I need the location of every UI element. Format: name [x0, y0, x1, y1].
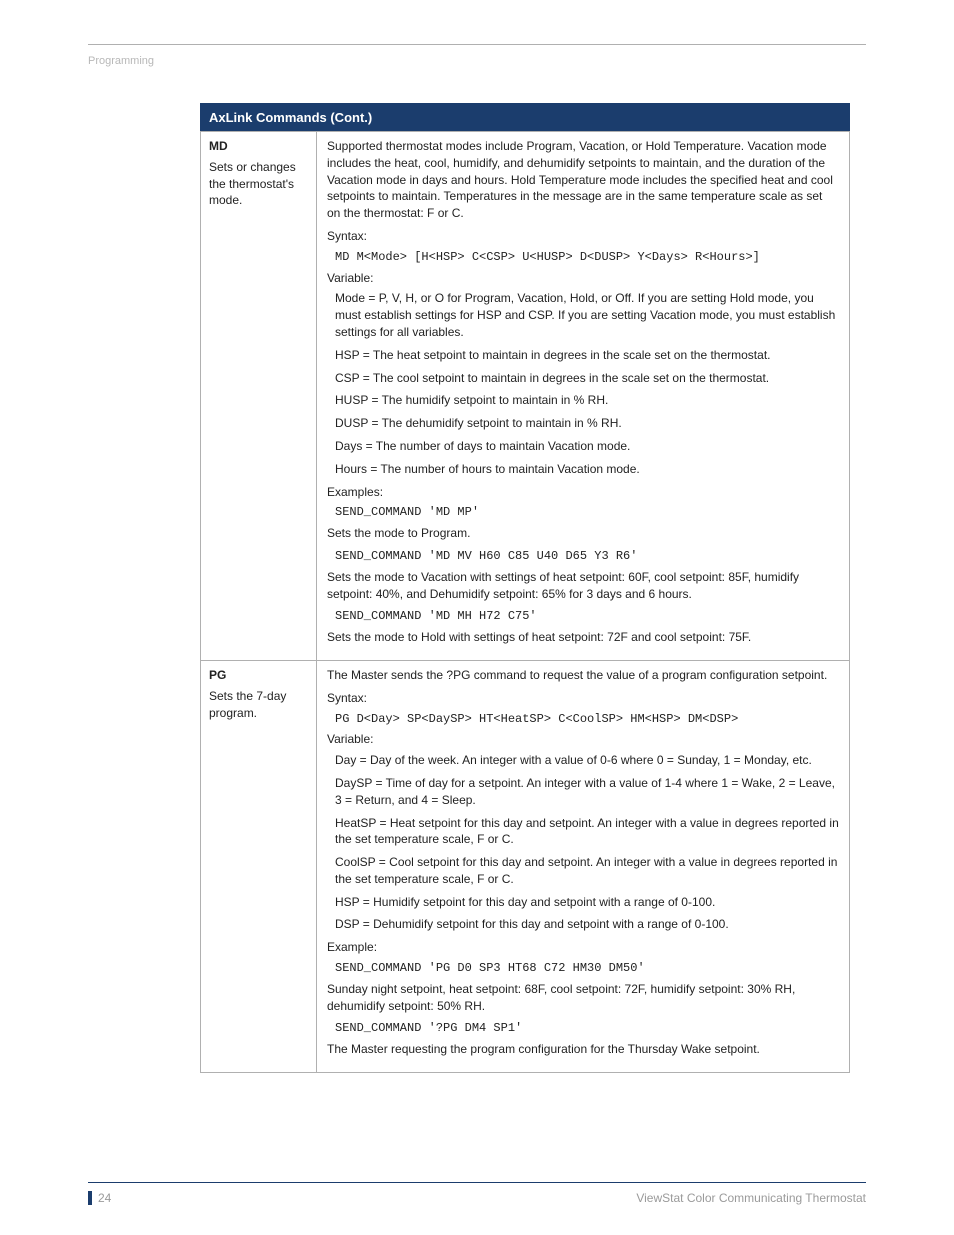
variable-item: Day = Day of the week. An integer with a… [335, 752, 839, 769]
intro-text: The Master sends the ?PG command to requ… [327, 667, 839, 684]
command-details: Supported thermostat modes include Progr… [317, 132, 850, 661]
variable-item: CSP = The cool setpoint to maintain in d… [335, 370, 839, 387]
table-title: AxLink Commands (Cont.) [201, 104, 850, 132]
page-footer: 24 ViewStat Color Communicating Thermost… [88, 1182, 866, 1205]
example-code: SEND_COMMAND 'MD MP' [335, 504, 839, 521]
example-text: Sets the mode to Hold with settings of h… [327, 629, 839, 646]
command-details: The Master sends the ?PG command to requ… [317, 660, 850, 1072]
section-header: Programming [88, 55, 866, 67]
variable-item: Mode = P, V, H, or O for Program, Vacati… [335, 290, 839, 340]
examples-label: Example: [327, 939, 839, 956]
example-text: The Master requesting the program config… [327, 1041, 839, 1058]
page: Programming AxLink Commands (Cont.) MD S… [0, 0, 954, 1235]
variable-label: Variable: [327, 270, 839, 287]
commands-table: AxLink Commands (Cont.) MD Sets or chang… [200, 103, 850, 1073]
variable-item: Hours = The number of hours to maintain … [335, 461, 839, 478]
variable-item: HSP = Humidify setpoint for this day and… [335, 894, 839, 911]
variable-item: DUSP = The dehumidify setpoint to mainta… [335, 415, 839, 432]
command-desc: Sets the 7-day program. [209, 688, 308, 722]
variable-item: HUSP = The humidify setpoint to maintain… [335, 392, 839, 409]
variable-item: HSP = The heat setpoint to maintain in d… [335, 347, 839, 364]
page-number-bar [88, 1191, 92, 1205]
variable-list: Day = Day of the week. An integer with a… [335, 752, 839, 933]
example-code: SEND_COMMAND 'MD MH H72 C75' [335, 608, 839, 625]
examples-label: Examples: [327, 484, 839, 501]
example-text: Sets the mode to Vacation with settings … [327, 569, 839, 603]
footer-doc-title: ViewStat Color Communicating Thermostat [636, 1191, 866, 1205]
command-name: PG [209, 667, 308, 684]
table-row: MD Sets or changes the thermostat's mode… [201, 132, 850, 661]
example-text: Sets the mode to Program. [327, 525, 839, 542]
variable-item: DSP = Dehumidify setpoint for this day a… [335, 916, 839, 933]
example-code: SEND_COMMAND '?PG DM4 SP1' [335, 1020, 839, 1037]
variable-item: DaySP = Time of day for a setpoint. An i… [335, 775, 839, 809]
command-name: MD [209, 138, 308, 155]
syntax-label: Syntax: [327, 228, 839, 245]
page-number: 24 [98, 1191, 111, 1205]
page-number-wrap: 24 [88, 1191, 111, 1205]
footer-rule: 24 ViewStat Color Communicating Thermost… [88, 1182, 866, 1205]
example-code: SEND_COMMAND 'PG D0 SP3 HT68 C72 HM30 DM… [335, 960, 839, 977]
variable-label: Variable: [327, 731, 839, 748]
command-desc: Sets or changes the thermostat's mode. [209, 159, 308, 209]
syntax-code: PG D<Day> SP<DaySP> HT<HeatSP> C<CoolSP>… [335, 711, 839, 728]
variable-item: CoolSP = Cool setpoint for this day and … [335, 854, 839, 888]
syntax-label: Syntax: [327, 690, 839, 707]
table-row: PG Sets the 7-day program. The Master se… [201, 660, 850, 1072]
command-cell: PG Sets the 7-day program. [201, 660, 317, 1072]
syntax-code: MD M<Mode> [H<HSP> C<CSP> U<HUSP> D<DUSP… [335, 249, 839, 266]
intro-text: Supported thermostat modes include Progr… [327, 138, 839, 222]
variable-item: HeatSP = Heat setpoint for this day and … [335, 815, 839, 849]
variable-list: Mode = P, V, H, or O for Program, Vacati… [335, 290, 839, 477]
top-rule [88, 44, 866, 45]
example-code: SEND_COMMAND 'MD MV H60 C85 U40 D65 Y3 R… [335, 548, 839, 565]
example-text: Sunday night setpoint, heat setpoint: 68… [327, 981, 839, 1015]
variable-item: Days = The number of days to maintain Va… [335, 438, 839, 455]
command-cell: MD Sets or changes the thermostat's mode… [201, 132, 317, 661]
